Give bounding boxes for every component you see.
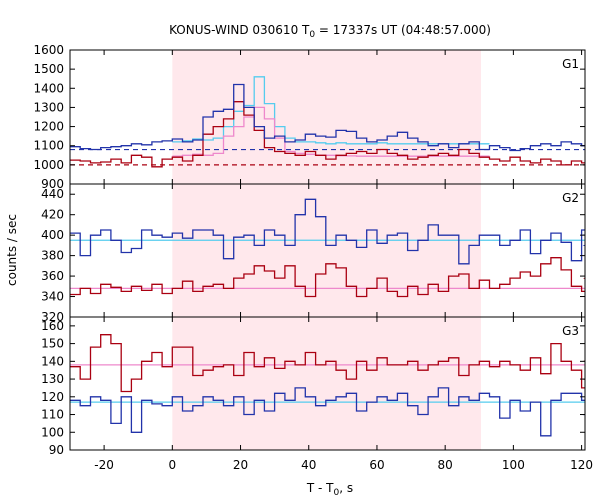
y-tick-label: 320 — [41, 310, 64, 324]
chart-title-sub: 0 — [309, 30, 315, 40]
y-axis-label: counts / sec — [5, 214, 19, 286]
red-series — [70, 101, 585, 168]
panel-g1: 900 1000 1100 1200 1300 1400 1500 1600 G1 — [33, 43, 586, 191]
chart-title-pre: KONUS-WIND 030610 T — [169, 23, 310, 37]
y-tick-label: 130 — [41, 372, 64, 386]
chart-title-post: = 17337s UT (04:48:57.000) — [315, 23, 491, 37]
y-tick-label: 1100 — [33, 139, 64, 153]
y-tick-label: 440 — [41, 187, 64, 201]
y-tick-label: 1000 — [33, 158, 64, 172]
x-tick-label: 40 — [301, 458, 316, 472]
y-tick-label: 400 — [41, 228, 64, 242]
x-tick-label: 80 — [438, 458, 453, 472]
red-series — [70, 334, 585, 393]
panel-label: G1 — [562, 57, 579, 71]
panel-label: G3 — [562, 324, 579, 338]
chart-title: KONUS-WIND 030610 T0 = 17337s UT (04:48:… — [169, 23, 491, 40]
y-tick-label: 1500 — [33, 62, 64, 76]
x-tick-label: 60 — [369, 458, 384, 472]
y-tick-label: 1400 — [33, 81, 64, 95]
y-tick-label: 150 — [41, 337, 64, 351]
y-tick-label: 120 — [41, 390, 64, 404]
x-axis-label: T - T0, s — [306, 481, 353, 498]
plot-area: 9001000110012001300140015001600G13203403… — [33, 43, 593, 472]
blue-series — [70, 83, 585, 152]
y-tick-label: 360 — [41, 269, 64, 283]
lightblue-series — [172, 76, 490, 145]
y-tick-label: 900 — [41, 177, 64, 191]
panel-g3: 90 100 110 120 130 140 150 160 G3 — [41, 316, 586, 457]
x-tick-label: 120 — [570, 458, 593, 472]
trigger-interval-band — [172, 50, 481, 450]
panel-frame — [69, 316, 586, 451]
y-tick-label: 1200 — [33, 120, 64, 134]
y-tick-label: 1300 — [33, 100, 64, 114]
x-axis-label-pre: T - T — [306, 481, 334, 495]
x-axis-label-sub: 0 — [334, 488, 340, 498]
red-series — [70, 257, 585, 298]
blue-series — [70, 198, 585, 265]
x-tick-label: 0 — [168, 458, 176, 472]
panel-data — [70, 198, 585, 298]
y-tick-label: 420 — [41, 208, 64, 222]
y-tick-label: 1600 — [33, 43, 64, 57]
y-tick-label: 380 — [41, 249, 64, 263]
y-tick-label: 160 — [41, 319, 64, 333]
panel-g2: 320 340 360 380 400 420 440 G2 — [41, 183, 586, 324]
y-tick-label: 90 — [49, 443, 64, 457]
y-tick-label: 100 — [41, 425, 64, 439]
blue-series — [70, 387, 585, 437]
panel-label: G2 — [562, 191, 579, 205]
y-tick-label: 140 — [41, 354, 64, 368]
panel-data — [70, 334, 585, 437]
y-tick-label: 340 — [41, 290, 64, 304]
panel-data — [70, 76, 585, 168]
x-tick-label: 20 — [233, 458, 248, 472]
x-tick-label: 100 — [502, 458, 525, 472]
x-tick-label: -20 — [94, 458, 114, 472]
y-tick-label: 110 — [41, 408, 64, 422]
x-axis-label-post: , s — [339, 481, 353, 495]
